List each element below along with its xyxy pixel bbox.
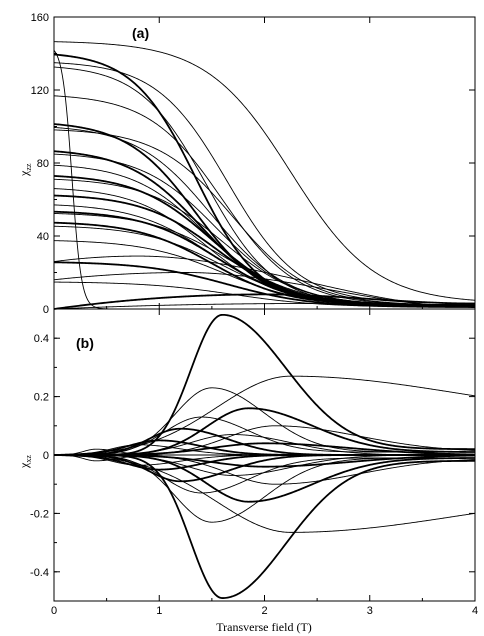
- panel-b-y-tick-label: -0.4: [30, 567, 49, 579]
- panel-a-y-tick-label: 0: [43, 304, 49, 316]
- panel-b-series-line-1: [54, 454, 475, 599]
- panel-a-bump-line-2: [53, 293, 475, 310]
- x-tick-label: 2: [261, 605, 267, 617]
- panel-a-series-line-1: [53, 50, 475, 310]
- panel-a: 0 40 80 120 160 (a) χzz: [17, 12, 476, 316]
- panel-b-series-line-23: [53, 454, 475, 462]
- panel-a-series-line-12: [53, 175, 475, 307]
- panel-a-series-line-16: [53, 204, 475, 306]
- x-tick-label: 1: [156, 605, 162, 617]
- panel-a-series-line-17: [53, 210, 476, 307]
- panel-b: 0 1 2 3 4 0.4 0.2 0 -0.2 -0.4 (b) χxz Transverse …: [17, 308, 478, 634]
- x-tick-label: 3: [367, 605, 373, 617]
- panel-b-ticks: 0 1 2 3 4 0.4 0.2 0 -0.2 -0.4: [30, 308, 478, 617]
- panel-a-series-line-2: [53, 53, 475, 307]
- panel-b-y-tick-label: 0: [43, 450, 49, 462]
- panel-b-curves: [53, 313, 476, 599]
- panel-a-y-axis-title: χzz: [17, 163, 33, 177]
- panel-b-y-tick-label: -0.2: [30, 508, 49, 520]
- x-axis-title: Transverse field (T): [216, 620, 312, 634]
- panel-a-y-tick-label: 120: [31, 85, 49, 97]
- panel-a-series-line-13: [53, 178, 476, 306]
- panel-b-y-axis-title: χxz: [17, 455, 33, 469]
- panel-b-y-tick-label: 0.4: [34, 333, 49, 345]
- panel-a-curves: [53, 41, 476, 310]
- panel-a-y-tick-label: 160: [31, 12, 49, 24]
- panel-a-label: (a): [132, 25, 149, 41]
- panel-b-series-line-21: [54, 454, 476, 468]
- x-tick-label: 0: [51, 605, 57, 617]
- panel-a-ticks: 0 40 80 120 160: [31, 12, 476, 316]
- panel-b-label: (b): [76, 335, 94, 351]
- panel-b-series-line-0: [54, 313, 475, 456]
- panel-a-y-tick-label: 80: [37, 158, 49, 170]
- panel-b-y-tick-label: 0.2: [34, 392, 49, 404]
- panel-a-y-tick-label: 40: [37, 231, 49, 243]
- panel-a-series-line-5: [53, 95, 476, 306]
- x-tick-label: 4: [472, 605, 478, 617]
- panel-a-series-line-0: [53, 41, 476, 301]
- panel-a-series-line-23: [53, 281, 475, 308]
- panel-a-series-line-8: [53, 129, 476, 306]
- panel-a-series-line-3: [53, 62, 475, 304]
